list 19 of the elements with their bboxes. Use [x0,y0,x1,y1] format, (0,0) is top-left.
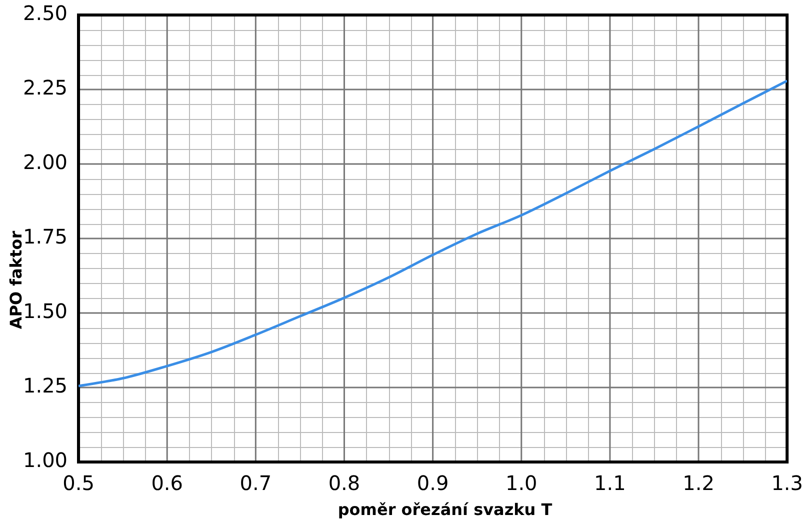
x-tick-label: 1.3 [771,471,804,496]
y-tick-label: 1.50 [23,299,68,324]
x-axis-title: poměr ořezání svazku T [336,500,554,519]
line-series [78,80,788,388]
y-tick-label: 2.50 [23,1,68,26]
x-tick-label: 0.9 [416,471,449,496]
y-tick-label: 1.00 [23,448,68,472]
x-tick-label: 0.8 [328,471,360,496]
y-axis-title: APO faktor [6,230,26,330]
y-tick-label: 1.75 [23,224,68,249]
x-tick-label: 1.1 [594,471,626,496]
x-tick-label: 0.7 [240,471,272,496]
y-tick-label: 2.00 [23,150,68,174]
x-tick-label: 1.0 [505,471,538,496]
x-tick-label: 1.2 [682,471,714,496]
x-tick-label: 0.5 [62,471,94,496]
x-tick-label: 0.6 [151,471,184,496]
y-tick-label: 1.25 [23,374,68,398]
y-tick-label: 2.25 [23,76,68,100]
